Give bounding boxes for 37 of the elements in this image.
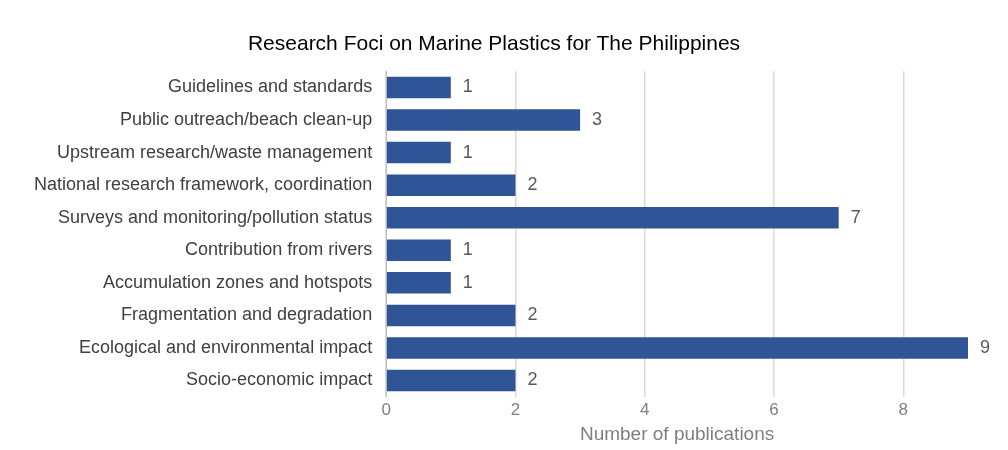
bar	[386, 206, 839, 229]
data-label: 1	[462, 76, 473, 97]
x-tick-label: 4	[640, 399, 650, 419]
chart-title: Research Foci on Marine Plastics for The Philippines	[247, 31, 741, 55]
x-tick-label: 6	[769, 399, 779, 419]
bar	[386, 272, 451, 294]
y-tick-label: Surveys and monitoring/pollution status	[57, 206, 373, 227]
y-tick-label: Ecological and environmental impact	[78, 336, 373, 357]
bar	[386, 109, 581, 131]
y-tick-label: Contribution from rivers	[185, 239, 373, 260]
bar	[386, 239, 451, 262]
y-tick-label: Fragmentation and degradation	[120, 304, 373, 325]
x-tick-label: 2	[510, 399, 521, 419]
y-tick-label: National research framework, coordination	[33, 174, 373, 195]
data-label: 2	[527, 369, 538, 390]
data-label: 2	[527, 304, 538, 325]
x-tick-label: 8	[898, 399, 909, 419]
data-label: 1	[462, 239, 473, 260]
x-axis-title: Number of publications	[579, 422, 775, 444]
data-label: 2	[527, 174, 538, 195]
y-tick-label: Socio-economic impact	[186, 369, 373, 390]
bar	[386, 369, 516, 392]
y-tick-label: Upstream research/waste management	[57, 141, 373, 162]
y-tick-label: Accumulation zones and hotspots	[102, 271, 373, 292]
bar	[386, 76, 451, 99]
data-label: 7	[850, 206, 861, 227]
data-label: 3	[592, 109, 603, 130]
y-tick-label: Guidelines and standards	[168, 76, 373, 97]
y-tick-label: Public outreach/beach clean-up	[119, 109, 373, 130]
bar	[386, 337, 968, 359]
x-tick-label: 0	[381, 399, 391, 419]
bar	[386, 141, 451, 164]
data-label: 9	[980, 336, 991, 357]
bar	[386, 304, 516, 327]
data-label: 1	[462, 141, 473, 162]
bar	[386, 174, 516, 196]
data-label: 1	[462, 271, 473, 292]
